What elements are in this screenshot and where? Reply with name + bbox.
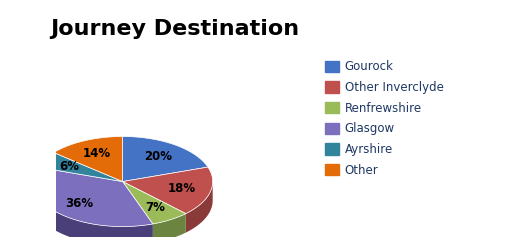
Text: 7%: 7%	[145, 201, 165, 214]
Text: 20%: 20%	[144, 150, 172, 163]
Polygon shape	[38, 153, 123, 182]
Polygon shape	[32, 182, 153, 237]
Text: 14%: 14%	[83, 147, 111, 160]
Text: 18%: 18%	[168, 182, 196, 195]
Polygon shape	[123, 137, 208, 182]
Polygon shape	[54, 137, 123, 182]
Polygon shape	[32, 167, 153, 227]
Text: 36%: 36%	[66, 197, 94, 210]
Legend: Gourock, Other Inverclyde, Renfrewshire, Glasgow, Ayrshire, Other: Gourock, Other Inverclyde, Renfrewshire,…	[324, 60, 444, 177]
Polygon shape	[153, 214, 186, 237]
Polygon shape	[186, 182, 213, 232]
Text: Journey Destination: Journey Destination	[50, 19, 299, 39]
Polygon shape	[123, 167, 213, 214]
Text: 6%: 6%	[59, 160, 79, 173]
Polygon shape	[123, 182, 186, 224]
